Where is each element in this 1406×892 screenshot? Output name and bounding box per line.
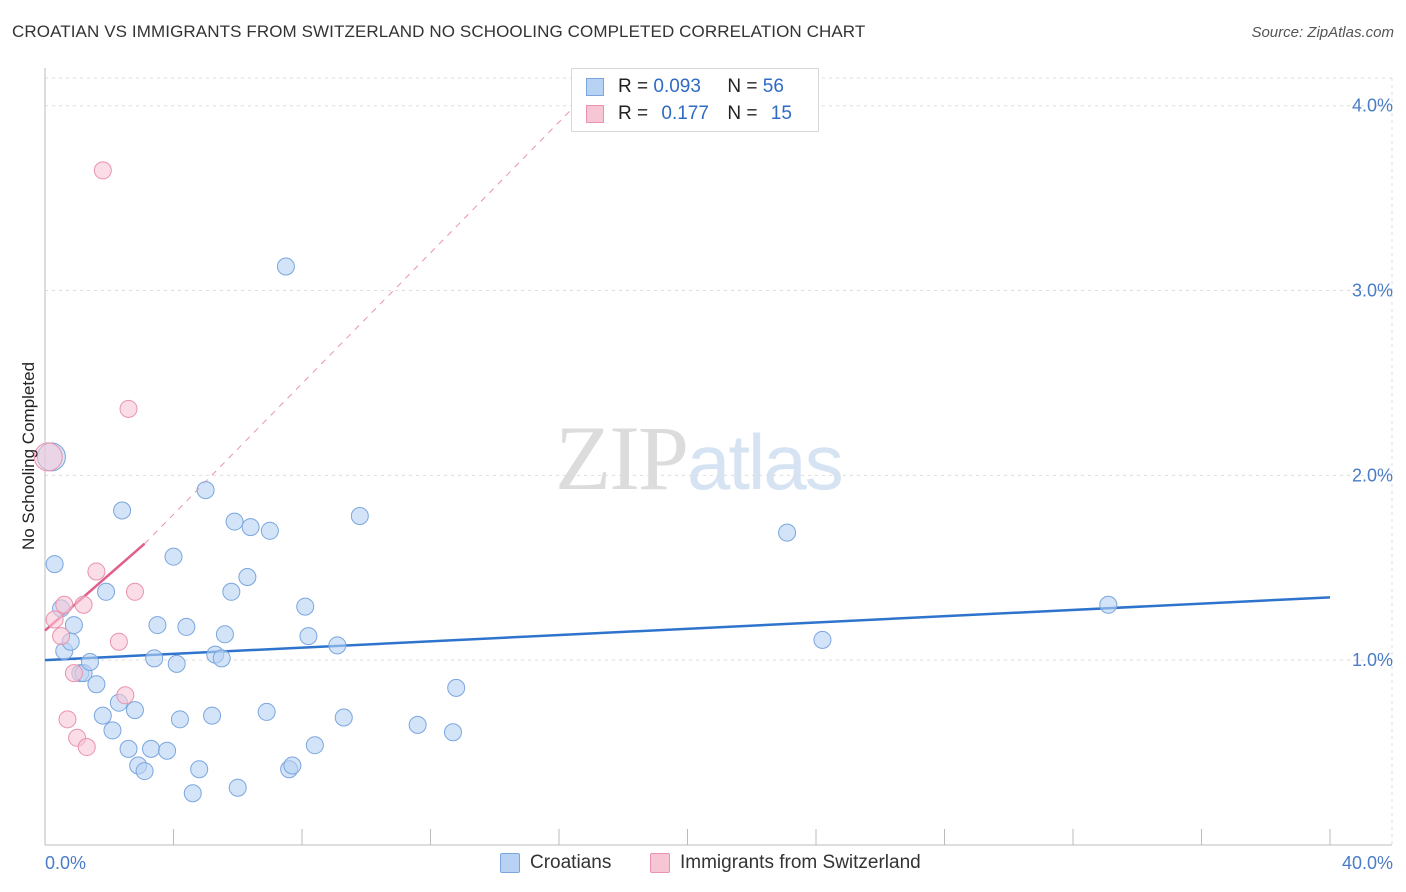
legend-n-label: N = — [727, 103, 763, 124]
croatians-point — [196, 481, 215, 500]
croatians-point — [215, 625, 234, 644]
croatians-point — [45, 555, 64, 574]
watermark-zip: ZIP — [555, 407, 689, 509]
croatians-point — [228, 778, 247, 797]
legend-label-switzerland: Immigrants from Switzerland — [680, 852, 921, 873]
switzerland-point — [74, 595, 93, 614]
switzerland-point — [93, 161, 112, 180]
switzerland-point — [33, 442, 63, 472]
data-points — [33, 161, 1118, 803]
grid — [45, 77, 1393, 845]
croatians-point — [142, 739, 161, 758]
y-tick-label: 4.0% — [1352, 96, 1393, 116]
croatians-point — [135, 762, 154, 781]
y-tick-label: 2.0% — [1352, 465, 1393, 485]
croatians-point — [241, 518, 260, 537]
switzerland-trend-extension — [144, 105, 576, 545]
croatians-point — [164, 547, 183, 566]
legend-n-value: 56 — [762, 76, 784, 97]
legend-label-croatians: Croatians — [530, 852, 612, 873]
croatians-point — [334, 708, 353, 727]
correlation-legend: R = 0.093 N = 56 R = 0.177 N = 15 — [571, 68, 819, 132]
croatians-point — [119, 739, 138, 758]
croatians-point — [222, 582, 241, 601]
croatians-point — [97, 582, 116, 601]
croatians-point — [64, 616, 83, 635]
croatians-point — [80, 653, 99, 672]
croatians-point — [170, 710, 189, 729]
croatians-point — [260, 521, 279, 540]
switzerland-point — [64, 664, 83, 683]
croatians-point — [443, 723, 462, 742]
croatians-point — [203, 706, 222, 725]
switzerland-point — [52, 627, 71, 646]
croatians-point — [125, 701, 144, 720]
legend-item-switzerland: Immigrants from Switzerland — [650, 852, 921, 874]
axes: 1.0% 2.0% 3.0% 4.0% 0.0% 40.0% — [44, 68, 1393, 873]
legend-r-value: 0.093 — [653, 76, 701, 97]
switzerland-point — [87, 562, 106, 581]
croatians-point — [113, 501, 132, 520]
series-legend: Croatians Immigrants from Switzerland — [0, 852, 1406, 878]
croatians-point — [190, 760, 209, 779]
legend-swatch-blue — [586, 78, 604, 96]
croatians-point — [257, 702, 276, 721]
legend-swatch-pink — [586, 105, 604, 123]
switzerland-point — [45, 610, 64, 629]
switzerland-point — [125, 582, 144, 601]
croatians-point — [225, 512, 244, 531]
legend-n-label: N = — [727, 76, 763, 97]
switzerland-point — [119, 399, 138, 418]
croatians-point — [813, 630, 832, 649]
legend-swatch-pink — [650, 853, 670, 873]
croatians-point — [305, 736, 324, 755]
croatians-point — [328, 636, 347, 655]
croatians-point — [778, 523, 797, 542]
croatians-point — [93, 706, 112, 725]
croatians-point — [167, 654, 186, 673]
source-label: Source: ZipAtlas.com — [1251, 24, 1394, 41]
y-tick-label: 3.0% — [1352, 281, 1393, 301]
croatians-point — [87, 675, 106, 694]
legend-r-label: R = — [618, 76, 654, 97]
croatians-point — [238, 568, 257, 587]
legend-row-switzerland: R = 0.177 N = 15 — [586, 101, 792, 127]
legend-r-value: 0.177 — [661, 103, 709, 124]
chart-title: CROATIAN VS IMMIGRANTS FROM SWITZERLAND … — [12, 22, 866, 41]
trend-lines — [44, 105, 1331, 662]
switzerland-point — [58, 710, 77, 729]
croatians-point — [350, 507, 369, 526]
croatians-point — [145, 649, 164, 668]
legend-row-croatians: R = 0.093 N = 56 — [586, 74, 784, 100]
legend-n-value: 15 — [770, 103, 792, 124]
legend-swatch-blue — [500, 853, 520, 873]
watermark: ZIPatlas — [555, 405, 844, 511]
croatians-point — [1099, 595, 1118, 614]
x-tick-label: 40.0% — [1342, 853, 1393, 873]
legend-item-croatians: Croatians — [500, 852, 611, 874]
switzerland-point — [55, 595, 74, 614]
croatians-point — [158, 741, 177, 760]
legend-r-label: R = — [618, 103, 654, 124]
y-tick-label: 1.0% — [1352, 650, 1393, 670]
x-tick-label: 0.0% — [45, 853, 86, 873]
croatians-point — [299, 627, 318, 646]
switzerland-point — [116, 686, 135, 705]
croatians-trend-line — [44, 596, 1331, 662]
croatians-point — [296, 597, 315, 616]
croatians-point — [103, 721, 122, 740]
switzerland-point — [77, 738, 96, 757]
croatians-point — [183, 784, 202, 803]
croatians-point — [212, 649, 231, 668]
croatians-point — [283, 756, 302, 775]
croatians-point — [408, 715, 427, 734]
switzerland-point — [109, 632, 128, 651]
croatians-point — [148, 616, 167, 635]
y-axis-label: No Schooling Completed — [19, 362, 38, 550]
croatians-point — [447, 678, 466, 697]
croatians-point — [177, 617, 196, 636]
watermark-atlas: atlas — [687, 418, 844, 506]
croatians-point — [276, 257, 295, 276]
